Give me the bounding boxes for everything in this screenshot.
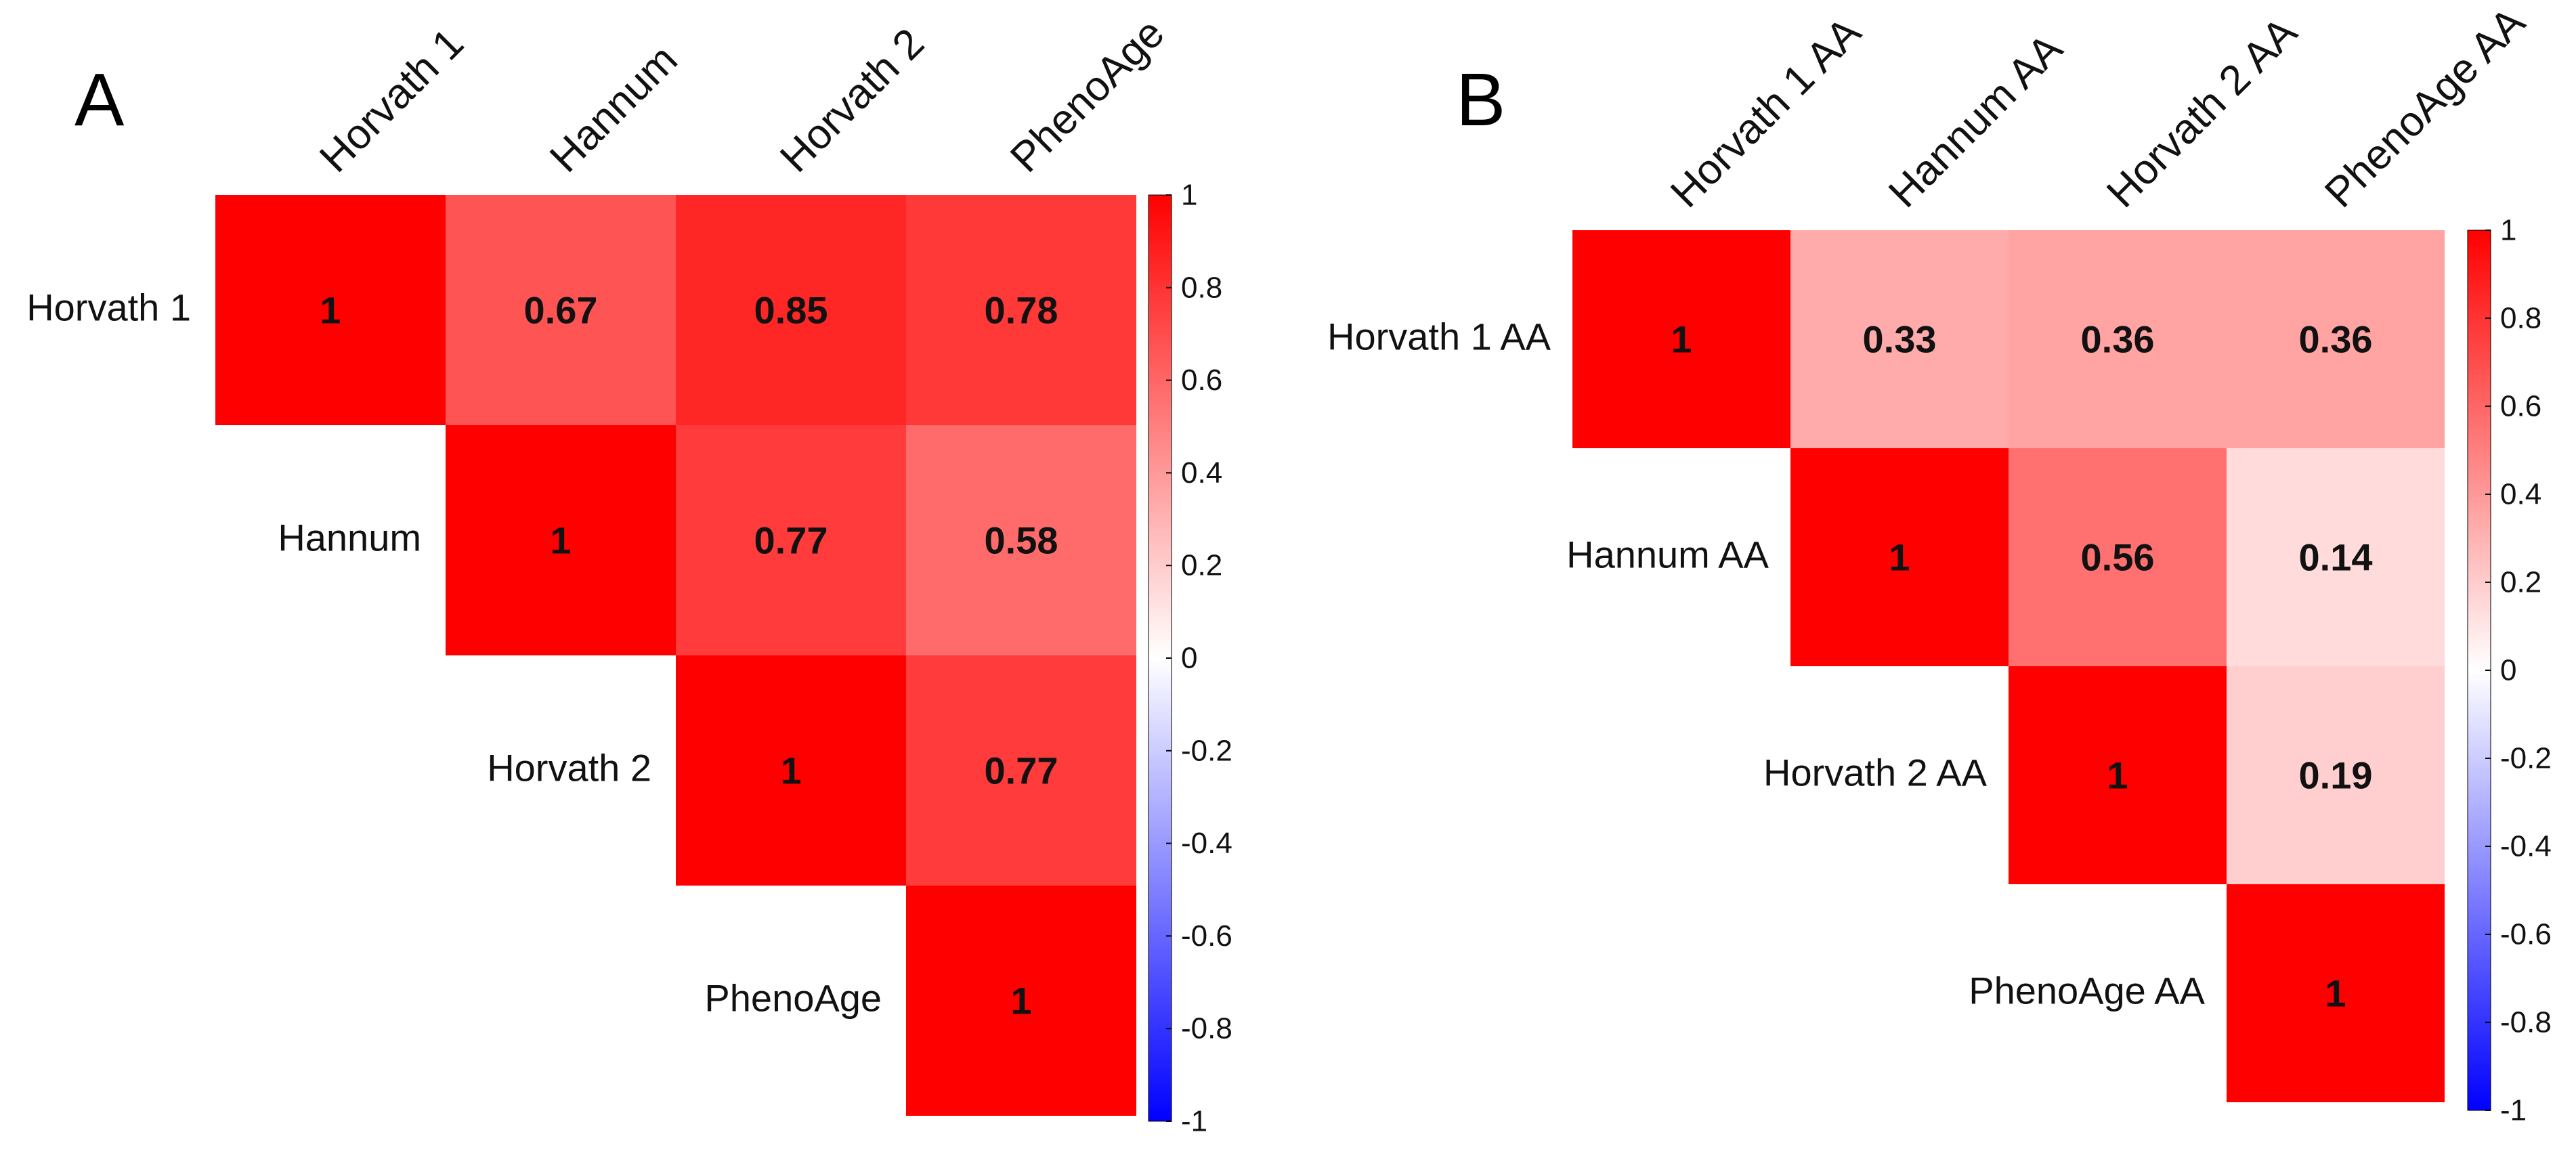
panel-b-colorbar-tick-label: -0.2: [2500, 742, 2552, 775]
panel-a-cell-r1-c2: [446, 195, 676, 425]
panel-a-cell-r2-c2: [446, 425, 676, 655]
panel-a-cell-value-r1-c4: 0.78: [985, 289, 1058, 332]
panel-a-colorbar-tick-label: 0: [1181, 642, 1197, 675]
panel-b-col-label-horvath-1-aa: Horvath 1 AA: [1662, 8, 1870, 217]
panel-a-colorbar-tick-label: -0.6: [1181, 919, 1232, 953]
panel-a-row-label-phenoage: PhenoAge: [704, 977, 882, 1020]
panel-a-colorbar-tick-label: 0.8: [1181, 271, 1222, 304]
panel-b-row-label-horvath-1-aa: Horvath 1 AA: [1327, 316, 1551, 358]
panel-b-colorbar-tick-label: -0.6: [2500, 918, 2552, 951]
panel-b-colorbar-tick-label: -0.8: [2500, 1006, 2552, 1039]
panel-a-colorbar-tick-label: 1: [1181, 179, 1197, 212]
panel-b-cell-value-r1-c3: 0.36: [2081, 318, 2155, 361]
panel-b-cell-value-r1-c2: 0.33: [1863, 318, 1937, 361]
panel-b-row-label-phenoage-aa: PhenoAge AA: [1969, 970, 2205, 1012]
panel-b-row-label-hannum-aa: Hannum AA: [1566, 534, 1769, 576]
panel-a-cell-value-r2-c3: 0.77: [754, 519, 828, 562]
panel-b-cell-value-r2-c4: 0.14: [2299, 536, 2373, 579]
panel-b-cell-r1-c3: [2009, 230, 2227, 448]
panel-a-cell-value-r2-c4: 0.58: [985, 519, 1058, 562]
panel-b-letter: B: [1456, 58, 1505, 142]
panel-a-cell-r2-c4: [906, 425, 1136, 655]
panel-a-cell-r3-c3: [676, 655, 906, 886]
panel-b-cell-value-r3-c4: 0.19: [2299, 754, 2373, 797]
panel-a-col-label-horvath-1: Horvath 1: [311, 20, 473, 181]
panel-a-colorbar-tick-label: 0.6: [1181, 364, 1222, 397]
panel-b-cell-value-r2-c3: 0.56: [2081, 536, 2155, 579]
panel-b-col-label-phenoage-aa: PhenoAge AA: [2316, 0, 2534, 217]
panel-b-colorbar-tick-label: 0.4: [2500, 478, 2541, 511]
panel-b-colorbar-tick-label: -1: [2500, 1094, 2527, 1127]
panel-b-col-label-horvath-2-aa: Horvath 2 AA: [2098, 8, 2306, 217]
panel-a-col-label-phenoage: PhenoAge: [1002, 9, 1174, 181]
panel-a-cell-value-r1-c2: 0.67: [524, 289, 598, 332]
panel-a-cell-r1-c1: [215, 195, 446, 425]
panel-a-cell-value-r1-c3: 0.85: [754, 289, 828, 332]
panel-a-cell-value-r4-c4: 1: [1010, 980, 1031, 1022]
panel-b-cell-r3-c4: [2227, 666, 2445, 884]
panel-a-colorbar: 1 0.8 0.6 0.4 0.2 0 -0.2 -0.4 -0.6 -0.8 -1: [1148, 179, 1232, 1138]
panel-a-cell-r2-c3: [676, 425, 906, 655]
panel-b-cell-r1-c2: [1790, 230, 2009, 448]
panel-a-col-label-horvath-2: Horvath 2: [771, 20, 933, 181]
panel-b-colorbar-tick-label: 0: [2500, 654, 2516, 687]
panel-a-cell-r3-c4: [906, 655, 1136, 886]
panel-a-cell-r4-c4: [906, 886, 1136, 1116]
panel-b-colorbar-tick-label: 0.2: [2500, 566, 2541, 599]
panel-a-correlation-matrix: A 1 0.67 0.85 0.78 1 0.77 0.58 1 0.77 1 Horvath 1…: [26, 9, 1232, 1137]
panel-a-colorbar-tick-label: 0.2: [1181, 549, 1222, 582]
panel-a-colorbar-tick-label: -0.2: [1181, 734, 1232, 767]
panel-a-cell-r1-c3: [676, 195, 906, 425]
panel-b-colorbar-tick-label: 1: [2500, 214, 2516, 247]
panel-a-cell-value-r2-c2: 1: [550, 519, 571, 562]
panel-b-cell-value-r2-c2: 1: [1889, 536, 1910, 579]
panel-b-colorbar-tick-label: 0.6: [2500, 390, 2541, 423]
panel-a-colorbar-tick-label: -0.4: [1181, 827, 1232, 860]
panel-b-cell-r2-c2: [1790, 448, 2009, 666]
panel-b-row-label-horvath-2-aa: Horvath 2 AA: [1763, 752, 1988, 794]
panel-a-colorbar-tick-label: 0.4: [1181, 456, 1222, 490]
panel-b-colorbar-tick-label: 0.8: [2500, 302, 2541, 335]
panel-b-cell-r3-c3: [2009, 666, 2227, 884]
panel-a-colorbar-tick-label: -0.8: [1181, 1012, 1232, 1045]
panel-b-cell-value-r1-c1: 1: [1671, 318, 1692, 361]
panel-b-colorbar-tick-label: -0.4: [2500, 830, 2552, 863]
panel-a-cell-value-r3-c3: 1: [780, 750, 801, 792]
panel-b-cell-value-r3-c3: 1: [2107, 754, 2128, 797]
panel-a-letter: A: [74, 58, 125, 142]
panel-a-cell-r1-c4: [906, 195, 1136, 425]
panel-b-colorbar: 1 0.8 0.6 0.4 0.2 0 -0.2 -0.4 -0.6 -0.8 -1: [2467, 214, 2552, 1127]
panel-a-col-label-hannum: Hannum: [541, 36, 687, 181]
panel-a-colorbar-tick-label: -1: [1181, 1105, 1207, 1138]
panel-a-row-label-horvath-2: Horvath 2: [487, 747, 651, 789]
panel-b-cell-value-r4-c4: 1: [2325, 972, 2346, 1015]
panel-b-cell-r1-c1: [1572, 230, 1790, 448]
panel-a-row-label-hannum: Hannum: [278, 517, 421, 559]
panel-b-cell-r2-c4: [2227, 448, 2445, 666]
panel-a-cell-value-r3-c4: 0.77: [985, 750, 1058, 792]
panel-a-row-label-horvath-1: Horvath 1: [26, 286, 191, 329]
panel-b-cell-r2-c3: [2009, 448, 2227, 666]
panel-b-cell-r1-c4: [2227, 230, 2445, 448]
panel-a-cell-value-r1-c1: 1: [320, 289, 341, 332]
panel-b-col-label-hannum-aa: Hannum AA: [1880, 25, 2071, 217]
panel-b-cell-value-r1-c4: 0.36: [2299, 318, 2373, 361]
panel-b-correlation-matrix: B 1 0.33 0.36 0.36 1 0.56 0.14 1 0.19 1 Horvath 1…: [1327, 0, 2552, 1127]
panel-b-cell-r4-c4: [2227, 884, 2445, 1102]
